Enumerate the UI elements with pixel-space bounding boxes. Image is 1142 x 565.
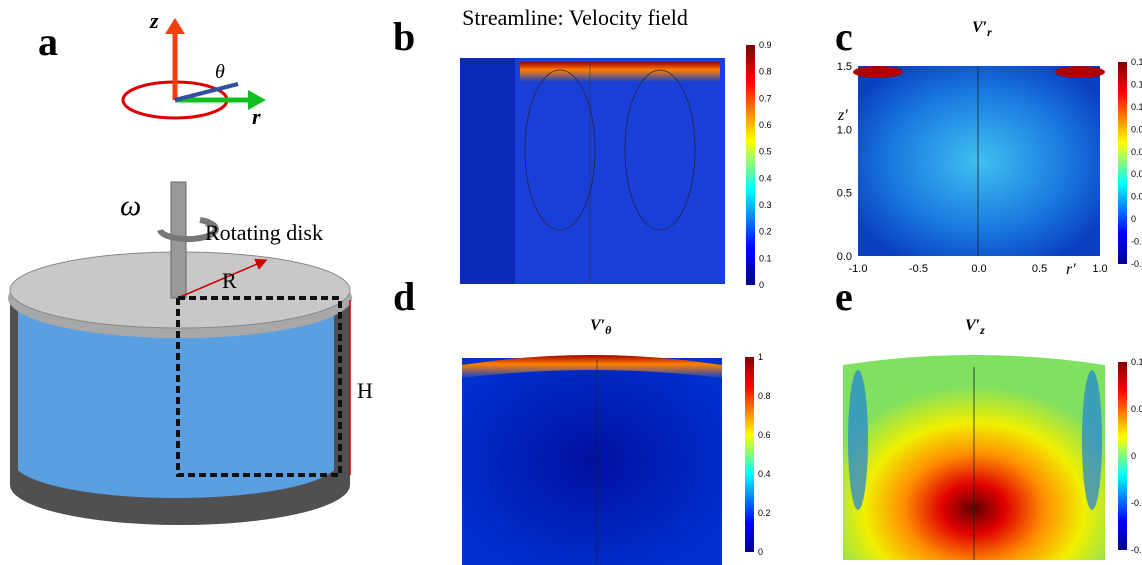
colorbar-tick: -0.0	[1131, 237, 1142, 247]
title-sub: z	[979, 323, 985, 337]
panel-title: V′r	[972, 19, 992, 39]
colorbar-tick: 0.06	[1131, 147, 1142, 157]
colorbar-tick: 0.1	[1131, 102, 1142, 112]
colorbar-tick: -0.0	[1131, 498, 1142, 508]
panel-title: Streamline: Velocity field	[462, 5, 688, 30]
colorbar-tick: 0.6	[758, 430, 771, 440]
colorbar-tick: 0.1	[759, 253, 772, 263]
colorbar-tick: 0.7	[759, 93, 772, 103]
colorbar-tick: 0.2	[759, 227, 772, 237]
colorbar-scale	[1118, 62, 1127, 264]
colorbar-scale	[746, 45, 755, 285]
colorbar-scale	[1118, 362, 1127, 550]
hotspot	[1055, 66, 1105, 78]
plot-area	[858, 66, 1100, 256]
colorbar-tick: 0.08	[1131, 124, 1142, 134]
title-main: V′	[590, 317, 605, 334]
colorbar-tick: 0	[1131, 214, 1136, 224]
r-label: r	[252, 104, 261, 129]
colorbar-tick: 0.14	[1131, 57, 1142, 67]
edge-flow	[1082, 370, 1102, 510]
colorbar-tick: 0	[1131, 451, 1136, 461]
colorbar-tick: 1	[758, 352, 763, 362]
colorbar-tick: 0.5	[759, 147, 772, 157]
y-tick-label: 1.5	[837, 61, 852, 73]
colorbar-tick: -0.0	[1131, 259, 1142, 269]
title-sub: r	[987, 25, 992, 39]
side-face	[460, 58, 515, 284]
x-tick-label: 0.0	[971, 263, 986, 275]
theta-label: θ	[215, 61, 225, 83]
panel-label: d	[393, 274, 415, 319]
colorbar-tick: 0	[759, 280, 764, 290]
x-tick-label: 0.5	[1032, 263, 1047, 275]
disk-label: Rotating disk	[205, 220, 323, 245]
panel-label: a	[38, 19, 58, 64]
colorbar-tick: 0.2	[758, 508, 771, 518]
y-tick-label: 0.5	[837, 188, 852, 200]
colorbar-tick: 0.4	[758, 469, 771, 479]
figure: a z θ r ω Rotating disk R H b Streamline…	[0, 0, 1142, 565]
y-tick-label: 0.0	[837, 251, 852, 263]
panel-label: e	[835, 274, 853, 319]
height-label: H	[357, 378, 373, 403]
colorbar-tick: 0.04	[1131, 169, 1142, 179]
y-label: z′	[837, 107, 848, 124]
colorbar-tick: 0.1	[1131, 357, 1142, 367]
colorbar: 1 0.8 0.6 0.4 0.2 0	[745, 352, 771, 557]
plot-area	[462, 358, 722, 565]
colorbar-tick: 0.0	[1131, 404, 1142, 414]
colorbar: 0.9 0.8 0.7 0.6 0.5 0.4 0.3 0.2 0.1 0	[746, 40, 772, 290]
y-tick-label: 1.0	[837, 124, 852, 136]
omega: ω	[120, 189, 141, 222]
panel-title: V′θ	[590, 317, 612, 337]
edge-flow	[848, 370, 868, 510]
title-main: V′	[965, 317, 980, 334]
title-sub: θ	[605, 323, 612, 337]
colorbar-tick: 0.8	[758, 391, 771, 401]
x-tick-label: -0.5	[909, 263, 928, 275]
colorbar-tick: 0.02	[1131, 192, 1142, 202]
radius-label: R	[222, 268, 237, 293]
colorbar: 0.1 0.0 0 -0.0 -0.1	[1118, 357, 1142, 555]
hotspot	[853, 66, 903, 78]
colorbar-tick: -0.1	[1131, 545, 1142, 555]
colorbar-scale	[745, 357, 754, 552]
colorbar-tick: 0.9	[759, 40, 772, 50]
colorbar-tick: 0.4	[759, 173, 772, 183]
z-label: z	[149, 8, 159, 33]
x-tick-label: 1.0	[1092, 263, 1107, 275]
top-layer	[520, 62, 720, 82]
panel-label: b	[393, 14, 415, 59]
colorbar-tick: 0.3	[759, 200, 772, 210]
panel-label: c	[835, 14, 853, 59]
panel-title: V′z	[965, 317, 985, 337]
z-arrow	[165, 18, 185, 34]
colorbar: 0.14 0.12 0.1 0.08 0.06 0.04 0.02 0 -0.0 -0.0	[1118, 57, 1142, 269]
colorbar-tick: 0.8	[759, 67, 772, 77]
colorbar-tick: 0	[758, 547, 763, 557]
colorbar-tick: 0.6	[759, 120, 772, 130]
x-label: r′	[1066, 261, 1076, 278]
title-main: V′	[972, 19, 987, 36]
colorbar-tick: 0.12	[1131, 79, 1142, 89]
